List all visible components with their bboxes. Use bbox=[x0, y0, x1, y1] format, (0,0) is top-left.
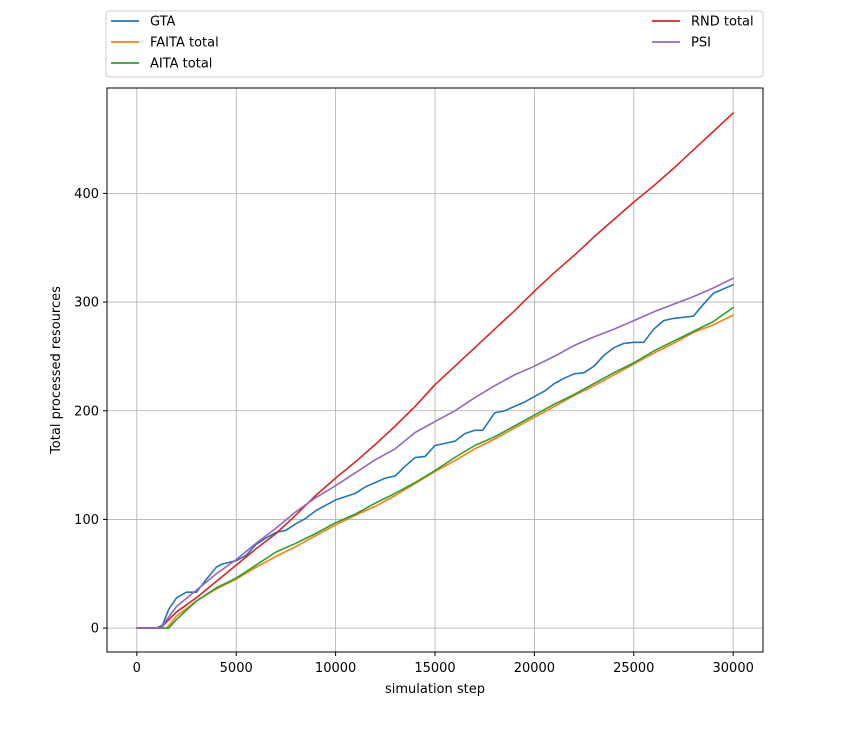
y-tick-label: 0 bbox=[91, 622, 99, 637]
grid-lines bbox=[107, 88, 763, 652]
legend-label-rnd-total: RND total bbox=[691, 15, 754, 30]
series-line-psi bbox=[136, 277, 735, 629]
y-tick-label: 100 bbox=[74, 513, 99, 528]
x-tick-label: 30000 bbox=[713, 661, 754, 676]
x-tick-label: 0 bbox=[133, 661, 141, 676]
axis-ticks: 0 5000 10000 15000 20000 25000 30000 0 100 200 300… bbox=[74, 187, 754, 676]
y-tick-label: 300 bbox=[74, 296, 99, 311]
y-tick-label: 200 bbox=[74, 404, 99, 419]
legend-label-psi: PSI bbox=[691, 36, 711, 51]
legend-frame bbox=[105, 10, 764, 78]
legend: GTA FAITA total AITA total RND total PSI bbox=[105, 10, 764, 78]
y-tick-label: 400 bbox=[74, 187, 99, 202]
series-line-faita-total bbox=[136, 314, 735, 629]
x-tick-label: 15000 bbox=[414, 661, 455, 676]
x-tick-label: 25000 bbox=[613, 661, 654, 676]
x-tick-label: 5000 bbox=[220, 661, 253, 676]
x-tick-label: 20000 bbox=[514, 661, 555, 676]
legend-label-faita-total: FAITA total bbox=[150, 36, 219, 51]
x-tick-label: 10000 bbox=[315, 661, 356, 676]
series-line-rnd-total bbox=[136, 112, 735, 629]
series-line-aita-total bbox=[136, 306, 735, 629]
legend-label-aita-total: AITA total bbox=[150, 57, 212, 72]
series-lines bbox=[136, 112, 735, 629]
legend-label-gta: GTA bbox=[150, 15, 176, 30]
y-axis-label: Total processed resources bbox=[49, 286, 64, 455]
series-line-gta bbox=[136, 283, 735, 629]
x-axis-label: simulation step bbox=[385, 682, 485, 697]
